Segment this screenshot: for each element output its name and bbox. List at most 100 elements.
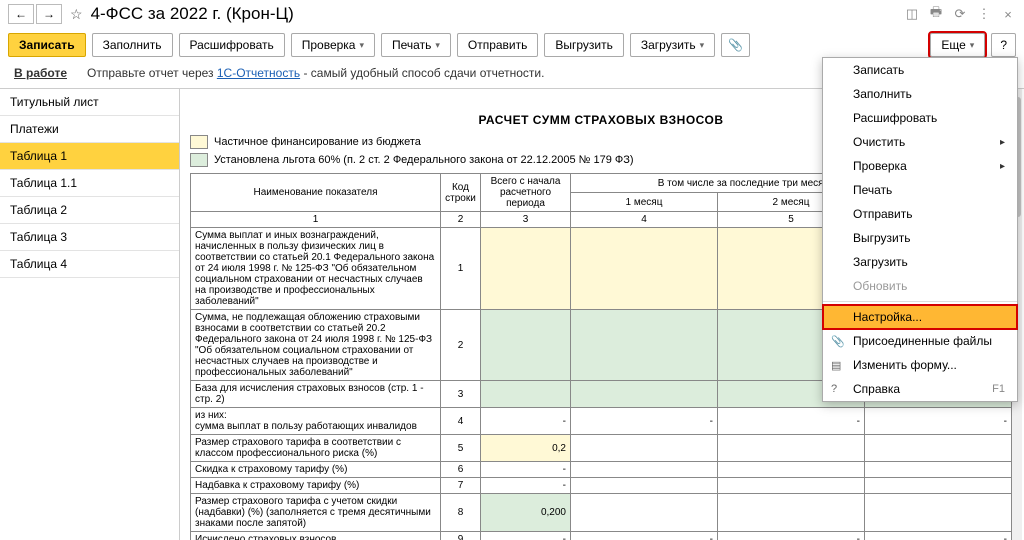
print-icon[interactable]: 🖶 — [928, 6, 944, 22]
cell-value[interactable] — [865, 478, 1012, 494]
dropdown-item[interactable]: Настройка... — [823, 305, 1017, 329]
load-button[interactable]: Загрузить▾ — [630, 33, 715, 57]
cell-value[interactable] — [865, 435, 1012, 462]
cell-name: Размер страхового тарифа с учетом скидки… — [191, 494, 441, 532]
cell-code: 2 — [441, 310, 481, 381]
cell-value[interactable] — [718, 462, 865, 478]
favorite-star-icon[interactable]: ☆ — [70, 6, 83, 23]
cell-value[interactable] — [571, 478, 718, 494]
dropdown-item[interactable]: Записать — [823, 58, 1017, 82]
cell-code: 8 — [441, 494, 481, 532]
cell-value[interactable]: - — [571, 408, 718, 435]
cell-name: из них: сумма выплат в пользу работающих… — [191, 408, 441, 435]
sidebar-item[interactable]: Таблица 4 — [0, 251, 179, 278]
link-icon[interactable]: ⟳ — [952, 6, 968, 22]
dropdown-item[interactable]: ▤Изменить форму... — [823, 353, 1017, 377]
dropdown-item-label: Очистить — [853, 135, 905, 149]
cell-name: База для исчисления страховых взносов (с… — [191, 381, 441, 408]
sidebar-item[interactable]: Таблица 3 — [0, 224, 179, 251]
cell-code: 1 — [441, 228, 481, 310]
cell-code: 5 — [441, 435, 481, 462]
dropdown-item-label: Отправить — [853, 207, 913, 221]
nav-forward-button[interactable]: → — [36, 4, 62, 24]
dropdown-item[interactable]: Выгрузить — [823, 226, 1017, 250]
cell-value[interactable]: - — [718, 532, 865, 540]
submenu-arrow-icon: ▸ — [1000, 137, 1005, 148]
more-dropdown: Записать Заполнить Расшифровать Очистить ▸ Пр… — [822, 57, 1018, 402]
dropdown-item-icon: 📎 — [831, 335, 845, 348]
dropdown-item[interactable]: ?СправкаF1 — [823, 377, 1017, 401]
dropdown-item[interactable]: Заполнить — [823, 82, 1017, 106]
dropdown-item-label: Изменить форму... — [853, 358, 957, 372]
cell-value[interactable] — [571, 381, 718, 408]
cell-value[interactable] — [718, 494, 865, 532]
cell-value[interactable] — [865, 462, 1012, 478]
dropdown-item[interactable]: Расшифровать — [823, 106, 1017, 130]
nav-back-button[interactable]: ← — [8, 4, 34, 24]
print-button[interactable]: Печать▾ — [381, 33, 451, 57]
chevron-down-icon: ▾ — [359, 40, 364, 51]
cell-value[interactable]: 0,2 — [481, 435, 571, 462]
page-title: 4-ФСС за 2022 г. (Крон-Ц) — [91, 4, 294, 24]
cell-value[interactable] — [571, 310, 718, 381]
status-link[interactable]: 1С-Отчетность — [217, 66, 300, 80]
dropdown-item[interactable]: 📎Присоединенные файлы — [823, 329, 1017, 353]
sidebar-item[interactable]: Таблица 1 — [0, 143, 179, 170]
sidebar-item[interactable]: Таблица 2 — [0, 197, 179, 224]
cell-value[interactable]: 0,200 — [481, 494, 571, 532]
th-code: Код строки — [441, 174, 481, 212]
cell-name: Размер страхового тарифа в соответствии … — [191, 435, 441, 462]
dropdown-item[interactable]: Печать — [823, 178, 1017, 202]
cell-value[interactable]: - — [481, 478, 571, 494]
cell-value[interactable]: - — [481, 462, 571, 478]
more-button[interactable]: Еще▾ — [930, 33, 985, 57]
th-name: Наименование показателя — [191, 174, 441, 212]
layout-icon[interactable]: ◫ — [904, 6, 920, 22]
status-label[interactable]: В работе — [14, 66, 67, 80]
sidebar: Титульный листПлатежиТаблица 1Таблица 1.… — [0, 89, 180, 540]
dropdown-item[interactable]: Очистить ▸ — [823, 130, 1017, 154]
dropdown-item[interactable]: Загрузить — [823, 250, 1017, 274]
th-n1: 1 — [191, 212, 441, 228]
cell-value[interactable]: - — [865, 532, 1012, 540]
cell-value[interactable] — [865, 494, 1012, 532]
cell-value[interactable] — [481, 381, 571, 408]
cell-value[interactable] — [571, 435, 718, 462]
cell-value[interactable]: - — [571, 532, 718, 540]
cell-value[interactable]: - — [481, 532, 571, 540]
send-button[interactable]: Отправить — [457, 33, 539, 57]
th-n2: 2 — [441, 212, 481, 228]
cell-value[interactable] — [571, 462, 718, 478]
cell-value[interactable] — [481, 228, 571, 310]
swatch-green — [190, 153, 208, 167]
sidebar-item[interactable]: Платежи — [0, 116, 179, 143]
sidebar-item[interactable]: Таблица 1.1 — [0, 170, 179, 197]
sidebar-item[interactable]: Титульный лист — [0, 89, 179, 116]
fill-button[interactable]: Заполнить — [92, 33, 173, 57]
dropdown-item-label: Записать — [853, 63, 904, 77]
chevron-down-icon: ▾ — [435, 40, 440, 51]
cell-value[interactable] — [571, 228, 718, 310]
record-button[interactable]: Записать — [8, 33, 86, 57]
close-icon[interactable]: × — [1000, 6, 1016, 22]
swatch-yellow — [190, 135, 208, 149]
help-button[interactable]: ? — [991, 33, 1016, 57]
cell-value[interactable] — [718, 478, 865, 494]
cell-value[interactable]: - — [718, 408, 865, 435]
cell-value[interactable]: - — [865, 408, 1012, 435]
kebab-icon[interactable]: ⋮ — [976, 6, 992, 22]
cell-value[interactable]: - — [481, 408, 571, 435]
chevron-down-icon: ▾ — [970, 40, 975, 51]
attach-button[interactable]: 📎 — [721, 33, 750, 57]
dropdown-item[interactable]: Проверка▸ — [823, 154, 1017, 178]
th-total: Всего с начала расчетного периода — [481, 174, 571, 212]
cell-value[interactable] — [718, 435, 865, 462]
cell-value[interactable] — [571, 494, 718, 532]
decode-button[interactable]: Расшифровать — [179, 33, 285, 57]
check-button[interactable]: Проверка▾ — [291, 33, 375, 57]
dropdown-item[interactable]: Отправить — [823, 202, 1017, 226]
table-row: Размер страхового тарифа с учетом скидки… — [191, 494, 1012, 532]
dropdown-item-label: Расшифровать — [853, 111, 937, 125]
export-button[interactable]: Выгрузить — [544, 33, 624, 57]
cell-value[interactable] — [481, 310, 571, 381]
